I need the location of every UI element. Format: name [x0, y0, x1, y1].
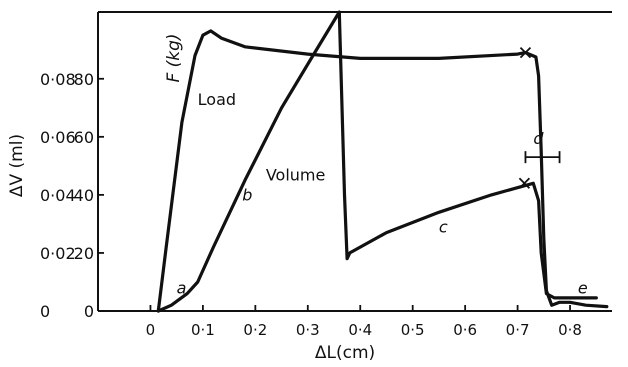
region-letter: b	[242, 186, 252, 205]
x-tick-label: 0·7	[506, 321, 530, 339]
x-marker	[518, 177, 531, 189]
y-tick-label-load: 40	[74, 186, 94, 205]
x-axis-title: ΔL(cm)	[315, 343, 375, 363]
y-tick-label-load: 60	[74, 128, 94, 147]
axes: ΔL(cm) ΔV (ml) F (kg)	[7, 11, 612, 363]
x-tick-label: 0	[146, 321, 156, 339]
x-marker	[519, 47, 532, 59]
region-letter: d	[533, 129, 544, 148]
y-tick-label-load: 80	[74, 70, 94, 89]
y-tick-label-volume: 0	[40, 302, 50, 321]
y-tick-label-load: 20	[74, 244, 94, 263]
series-group	[156, 10, 609, 313]
region-letter: a	[177, 279, 187, 298]
x-tick-label: 0·3	[296, 321, 320, 339]
x-tick-label: 0·5	[401, 321, 425, 339]
x-tick-label: 0·8	[558, 321, 582, 339]
region-letter: e	[578, 279, 588, 298]
y-tick-label-volume: 0·08	[40, 70, 76, 89]
y-tick-label-volume: 0·02	[40, 244, 76, 263]
x-tick-label: 0·6	[453, 321, 477, 339]
curve-label: Volume	[266, 165, 326, 184]
y-tick-label-load: 0	[84, 302, 94, 321]
series-line-load	[156, 29, 609, 313]
series-line-volume	[156, 10, 598, 313]
y-axis-title-load: F (kg)	[164, 33, 184, 82]
curve-label: Load	[198, 90, 236, 109]
tick-group: 0 0·1 0·2 0·3 0·4 0·5 0·6 0·7 0·8 0 0·02 0·04 0·06 0·…	[40, 70, 582, 339]
x-tick-label: 0·2	[243, 321, 267, 339]
y-axis-title-volume: ΔV (ml)	[7, 134, 27, 197]
error-bar	[524, 151, 561, 164]
x-tick-label: 0·4	[348, 321, 372, 339]
annotation-group: Load Volume a b c d e	[177, 47, 588, 298]
x-tick-label: 0·1	[191, 321, 215, 339]
y-tick-label-volume: 0·04	[40, 186, 76, 205]
y-tick-label-volume: 0·06	[40, 128, 76, 147]
region-letter: c	[439, 218, 448, 237]
